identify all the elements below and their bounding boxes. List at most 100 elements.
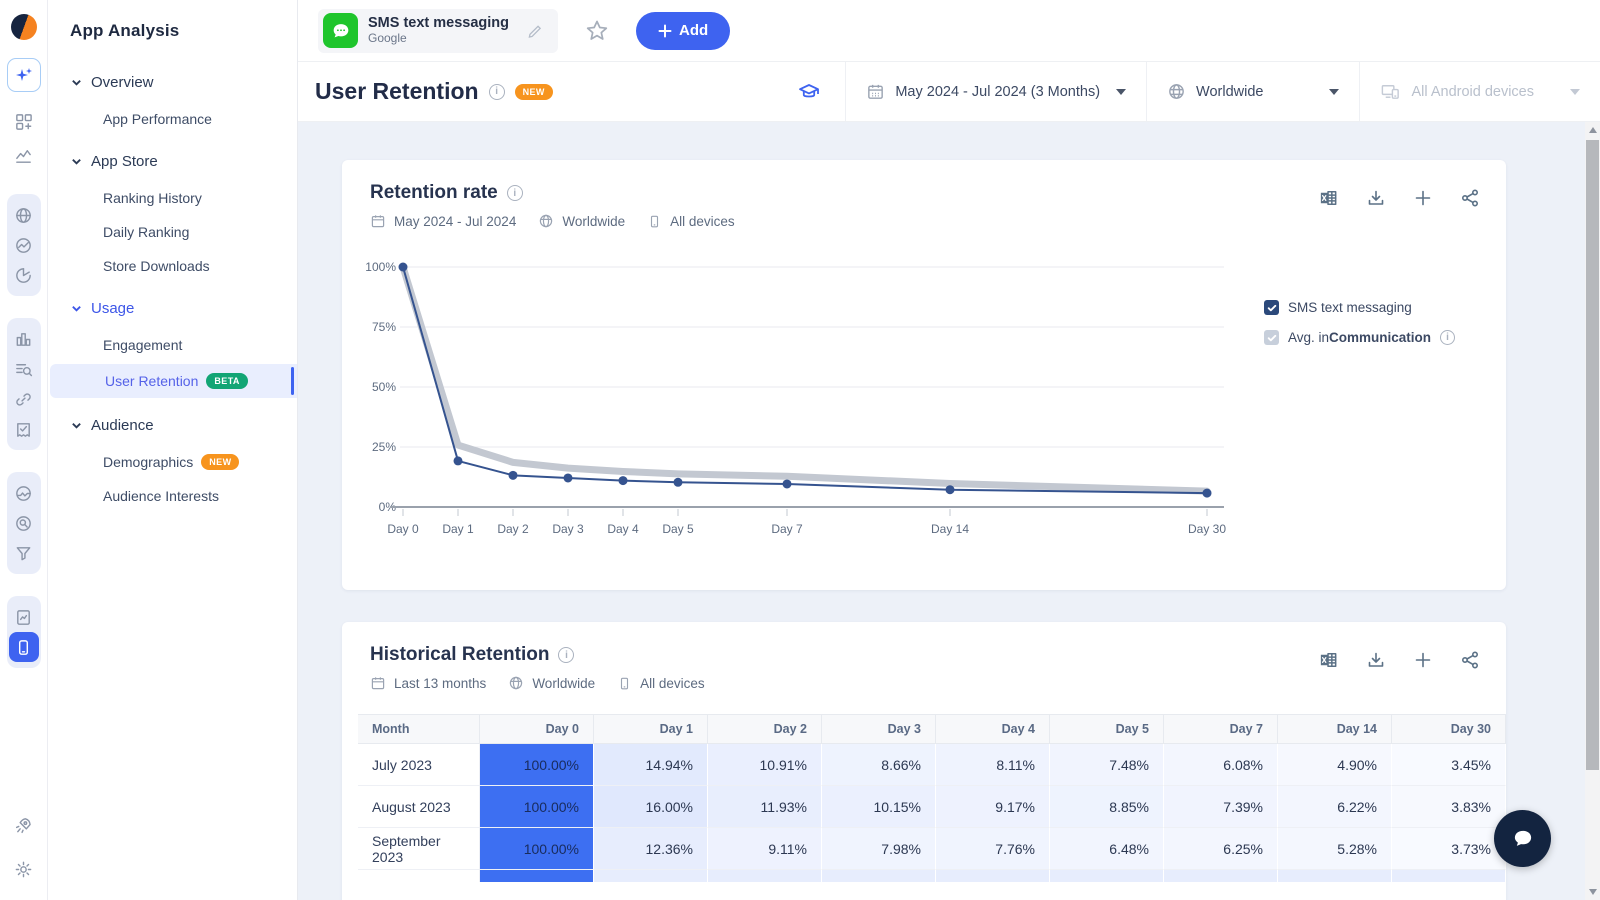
column-header: Day 14 [1278, 714, 1392, 744]
export-excel-icon[interactable] [1318, 650, 1339, 670]
pie-chart-icon [16, 267, 31, 283]
retention-value-cell [936, 870, 1050, 882]
sidebar-item-audience-interests[interactable]: Audience Interests [103, 488, 219, 504]
date-range-selector[interactable]: May 2024 - Jul 2024 (3 Months) [845, 62, 1146, 121]
device-selector[interactable]: All Android devices [1359, 62, 1600, 121]
geo-selector[interactable]: Worldwide [1146, 62, 1359, 121]
settings-button[interactable] [7, 852, 41, 886]
card-devices: All devices [670, 213, 735, 229]
ai-assistant-button[interactable] [6, 58, 41, 92]
card-actions [1318, 644, 1480, 670]
card-devices: All devices [640, 675, 705, 691]
scrollbar-thumb[interactable] [1586, 140, 1599, 770]
scroll-down-arrow[interactable] [1585, 884, 1600, 900]
market-share-button[interactable] [9, 260, 39, 290]
sidebar-section-usage[interactable]: Usage [48, 289, 297, 328]
retention-value-cell: 10.91% [708, 744, 822, 786]
sidebar-section-overview[interactable]: Overview [48, 63, 297, 102]
svg-text:Day 14: Day 14 [931, 522, 969, 536]
retention-value-cell: 3.73% [1392, 828, 1506, 870]
legend-item-app[interactable]: SMS text messaging [1264, 300, 1455, 315]
grid-plus-icon [16, 113, 32, 130]
add-app-button[interactable]: Add [636, 11, 731, 50]
retention-value-cell: 7.76% [936, 828, 1050, 870]
download-icon[interactable] [1366, 188, 1386, 208]
svg-text:25%: 25% [372, 440, 396, 454]
sidebar-item-ranking-history[interactable]: Ranking History [103, 190, 202, 206]
favorite-star-icon[interactable] [584, 18, 610, 44]
info-icon[interactable]: i [1440, 330, 1456, 345]
content-scroll-area: Retention rate i May 2024 - Jul 2024 Wor… [298, 122, 1600, 900]
app-selector-chip[interactable]: SMS text messaging Google [318, 8, 559, 53]
keyword-research-button[interactable] [9, 354, 39, 384]
web-overview-button[interactable] [9, 200, 39, 230]
new-badge: NEW [514, 83, 553, 100]
download-icon[interactable] [1366, 650, 1386, 670]
retention-value-cell: 7.98% [822, 828, 936, 870]
report-button[interactable] [9, 602, 39, 632]
sidebar-section-app-store[interactable]: App Store [48, 142, 297, 181]
retention-value-cell: 9.11% [708, 828, 822, 870]
chat-support-button[interactable] [1494, 810, 1551, 867]
info-icon[interactable]: i [506, 185, 523, 201]
research-group [6, 318, 41, 450]
page-header-bar: User Retention i NEW May 2024 - Jul 2024… [298, 62, 1600, 122]
modules-button[interactable] [7, 104, 41, 138]
site-trends-button[interactable] [9, 478, 39, 508]
sidebar-item-engagement[interactable]: Engagement [103, 337, 183, 353]
rocket-icon [15, 817, 31, 833]
legend-item-average[interactable]: Avg. inCommunication i [1264, 330, 1456, 345]
backlinks-button[interactable] [9, 384, 39, 414]
chevron-down-icon [72, 306, 81, 312]
info-icon[interactable]: i [488, 83, 505, 100]
sidebar-item-app-performance[interactable]: App Performance [103, 111, 212, 127]
export-excel-icon[interactable] [1318, 188, 1339, 208]
document-chart-icon [17, 609, 30, 625]
top-bar: SMS text messaging Google Add [298, 0, 1600, 62]
phone-icon [651, 215, 659, 227]
edit-pencil-icon[interactable] [527, 22, 544, 39]
trends-button[interactable] [7, 138, 41, 172]
svg-text:0%: 0% [379, 500, 397, 514]
sidebar-item-demographics[interactable]: Demographics NEW [48, 445, 297, 479]
sidebar-title: App Analysis [70, 21, 180, 40]
share-icon[interactable] [1460, 650, 1480, 670]
rank-analysis-button[interactable] [9, 324, 39, 354]
checkbox-checked-muted[interactable] [1264, 330, 1279, 345]
sidebar-item-daily-ranking[interactable]: Daily Ranking [103, 224, 190, 240]
globe-icon [540, 214, 553, 228]
app-analysis-button[interactable] [8, 632, 39, 662]
sidebar-item-store-downloads[interactable]: Store Downloads [103, 258, 210, 274]
column-header: Day 2 [708, 714, 822, 744]
phone-icon [18, 639, 29, 655]
chevron-down-icon [72, 423, 81, 429]
lead-finder-button[interactable] [9, 508, 39, 538]
add-to-dashboard-icon[interactable] [1413, 188, 1433, 208]
share-icon[interactable] [1460, 188, 1480, 208]
whats-new-button[interactable] [7, 808, 41, 842]
scroll-up-arrow[interactable] [1585, 122, 1600, 138]
checkbox-checked[interactable] [1264, 300, 1279, 315]
web-traffic-button[interactable] [9, 230, 39, 260]
retention-value-cell: 7.48% [1050, 744, 1164, 786]
web-analysis-group [6, 194, 41, 296]
messages-app-icon [333, 23, 348, 37]
retention-value-cell: 16.00% [594, 786, 708, 828]
retention-value-cell: 11.93% [708, 786, 822, 828]
vertical-scrollbar[interactable] [1585, 122, 1600, 900]
retention-value-cell: 3.83% [1392, 786, 1506, 828]
retention-value-cell: 100.00% [480, 828, 594, 870]
sidebar-item-user-retention[interactable]: User Retention BETA [50, 364, 297, 398]
column-header: Day 5 [1050, 714, 1164, 744]
learn-graduation-cap-icon[interactable] [797, 80, 821, 104]
sidebar-section-audience[interactable]: Audience [48, 406, 297, 445]
caret-down-icon [1116, 88, 1127, 95]
info-icon[interactable]: i [558, 647, 575, 663]
globe-icon [16, 207, 31, 223]
filter-icon [16, 546, 31, 560]
add-to-dashboard-icon[interactable] [1413, 650, 1433, 670]
calendar-icon [371, 215, 385, 228]
filter-tool-button[interactable] [9, 538, 39, 568]
clipboard-check-icon [17, 422, 30, 437]
audit-button[interactable] [9, 414, 39, 444]
